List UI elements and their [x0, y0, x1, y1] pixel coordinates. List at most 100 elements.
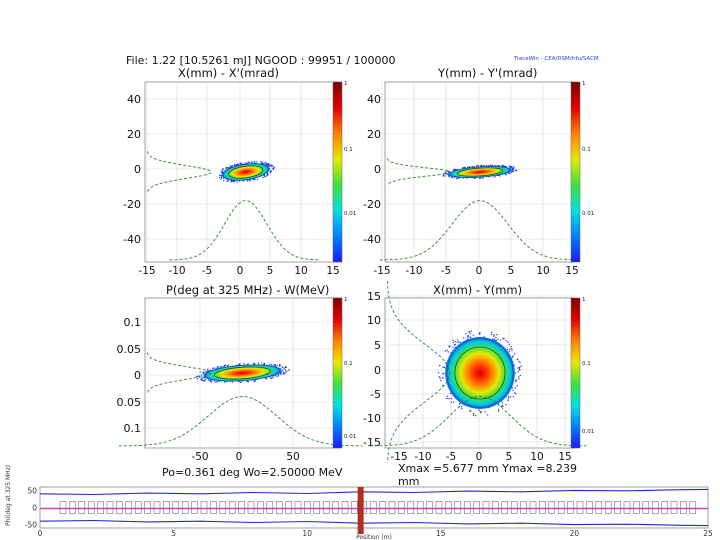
lattice-element — [454, 501, 462, 514]
beam-core — [203, 364, 282, 382]
lattice-element — [680, 501, 687, 514]
colorbar-label: 0.1 — [582, 361, 591, 367]
x-tick-label: -15 — [390, 451, 407, 463]
y-tick-label: 0 — [374, 163, 381, 176]
beam-extent: Xmax =5.677 mm Ymax =8.239 mm — [398, 462, 578, 488]
lattice-element — [651, 501, 659, 514]
x-tick-label: -15 — [138, 265, 155, 277]
x-tick-label: -5 — [446, 451, 456, 463]
lattice-element — [341, 501, 349, 514]
emittance-contour — [446, 338, 514, 408]
y-tick-label: 40 — [127, 93, 141, 106]
lattice-element — [379, 501, 386, 514]
lattice-element — [210, 501, 217, 514]
lattice-element — [548, 501, 556, 514]
lattice-element — [69, 501, 76, 514]
beam-core — [448, 166, 512, 178]
lattice-element — [557, 501, 565, 514]
y-tick-label: 5 — [374, 339, 381, 352]
plot-title-xx: X(mm) - X'(mrad) — [178, 66, 280, 80]
lattice-element — [463, 501, 471, 514]
phase-plot-2: 0.1 0.05 0 0.05 0.1 -50 0 50 1 0.1 0.01 — [117, 297, 363, 463]
lattice-element — [398, 501, 405, 514]
lattice-element — [134, 501, 142, 514]
lattice-element — [87, 501, 95, 514]
lattice-element — [576, 501, 584, 514]
emittance-contour — [454, 346, 506, 400]
phase-plot-0: 40 20 0 -20 -40 -15 -10 -5 0 5 10 15 1 0.1 0.01 — [123, 81, 356, 277]
lattice-element — [482, 501, 490, 514]
lattice-element — [407, 501, 415, 514]
y-tick-label: 0 — [134, 163, 141, 176]
lattice-element — [200, 501, 208, 514]
strip-y-label: Phi(deg at 325 MHz) — [5, 465, 12, 526]
lattice-element — [266, 501, 274, 514]
lattice-element — [125, 501, 133, 514]
strip-x-tick: 15 — [436, 529, 446, 538]
strip-y-tick: -50 — [25, 521, 37, 530]
strip-y-tick: 0 — [32, 504, 37, 513]
x-tick-label: 5 — [508, 265, 515, 277]
lattice-element — [106, 501, 114, 514]
lattice-element — [529, 501, 537, 514]
y-tick-label: 0.1 — [124, 316, 142, 329]
lattice-element — [191, 501, 198, 514]
lattice-element — [228, 501, 236, 514]
beam-core — [221, 163, 270, 181]
strip-x-tick: 10 — [302, 529, 312, 538]
density-colorbar — [332, 81, 343, 263]
lattice-element — [689, 501, 697, 514]
lattice-element — [369, 501, 377, 514]
x-tick-label: 15 — [558, 451, 571, 463]
colorbar-label: 0.1 — [344, 361, 353, 367]
emittance-contour — [222, 163, 269, 181]
y-projection-profile — [386, 280, 451, 463]
lattice-element — [294, 501, 302, 514]
y-tick-label: 20 — [127, 128, 141, 141]
envelope-line-0 — [39, 488, 709, 496]
lattice-element — [520, 501, 527, 514]
y-tick-label: -40 — [123, 233, 141, 246]
lattice-element — [275, 501, 283, 514]
colorbar-label: 1 — [582, 297, 586, 303]
lattice-element — [604, 501, 612, 514]
phase-plot-3: 15 10 5 0 -5 -10 -15 -15 -10 -5 0 5 10 15 1 0.1 0.01 — [363, 280, 594, 463]
y-projection-profile — [146, 352, 212, 393]
x-tick-label: 0 — [476, 451, 483, 463]
lattice-element — [670, 501, 678, 514]
density-colorbar — [570, 297, 581, 449]
x-tick-label: -10 — [414, 451, 431, 463]
colorbar-label: 1 — [582, 81, 586, 87]
y-tick-label: 20 — [367, 128, 381, 141]
x-tick-label: 15 — [326, 265, 339, 277]
emittance-contour — [214, 366, 271, 380]
x-tick-label: -50 — [191, 451, 208, 463]
plot-title-pw: P(deg at 325 MHz) - W(MeV) — [166, 283, 330, 297]
lattice-element — [623, 501, 631, 514]
lattice-element — [661, 501, 668, 514]
colorbar-label: 0.1 — [582, 147, 591, 153]
x-tick-label: -5 — [202, 265, 212, 277]
lattice-element — [539, 501, 546, 514]
lattice-element — [59, 501, 67, 514]
lattice-element — [426, 501, 433, 514]
strip-y-tick: 50 — [27, 486, 37, 495]
x-tick-label: 10 — [294, 265, 307, 277]
y-tick-label: -5 — [370, 388, 381, 401]
envelope-line-1 — [39, 519, 709, 527]
lattice-element — [351, 501, 358, 514]
y-tick-label: -40 — [363, 233, 381, 246]
lattice-element — [181, 501, 189, 514]
y-tick-label: -20 — [123, 198, 141, 211]
strip-x-tick: 25 — [703, 529, 713, 538]
plot-title-xy: X(mm) - Y(mm) — [433, 283, 523, 297]
strip-x-label: Position (m) — [356, 534, 392, 540]
lattice-element — [257, 501, 264, 514]
lattice-element — [153, 501, 161, 514]
density-colorbar — [332, 297, 343, 449]
y-tick-label: 15 — [367, 290, 381, 303]
y-projection-profile — [386, 158, 451, 186]
software-tag: TraceWin - CEA/DSM/Irfu/SACM — [514, 56, 599, 62]
y-tick-label: -15 — [363, 436, 381, 449]
